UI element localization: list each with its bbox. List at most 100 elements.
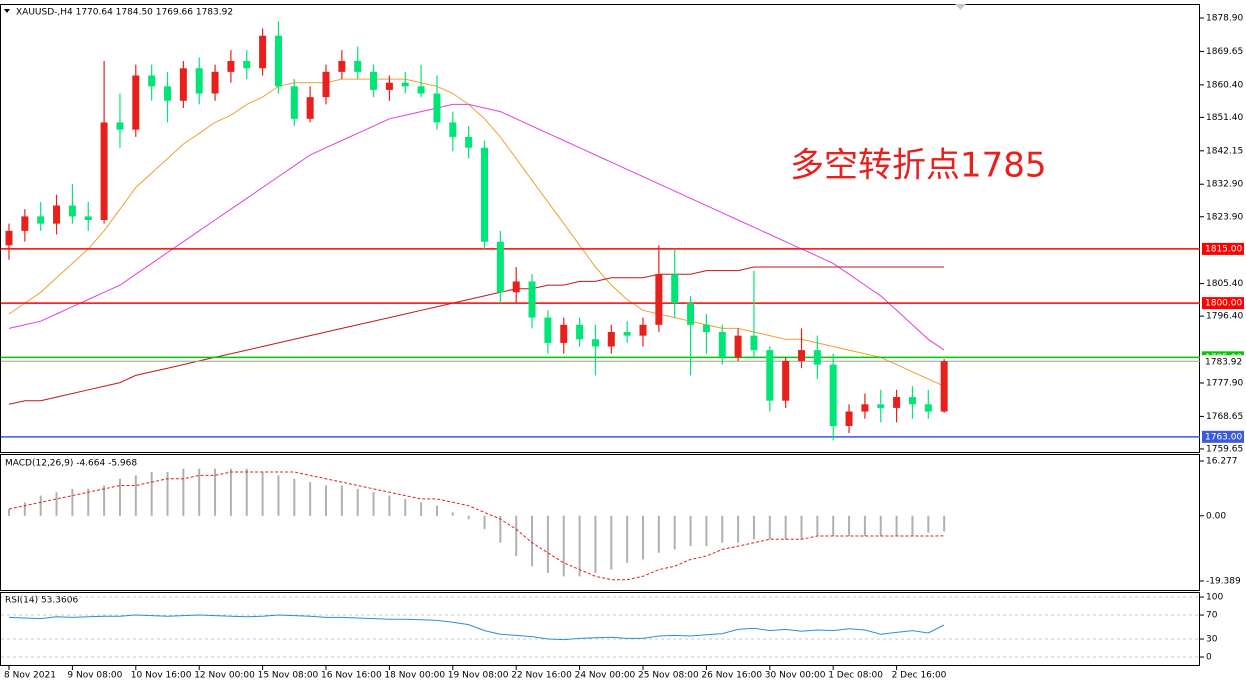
macd-bar — [467, 515, 470, 520]
macd-bar — [737, 515, 740, 543]
main-panel — [0, 4, 1200, 453]
y-tick-label: 1796.40 — [1206, 312, 1243, 322]
macd-signal — [8, 471, 945, 581]
rsi-line — [8, 614, 945, 641]
macd-bar — [451, 512, 454, 516]
moving-average — [8, 103, 945, 351]
candle-body — [179, 68, 187, 101]
x-tick-label: 18 Nov 00:00 — [384, 671, 445, 681]
candle-body — [433, 93, 441, 123]
candle-body — [274, 35, 282, 87]
candle-body — [766, 350, 774, 401]
macd-bar — [594, 515, 597, 573]
macd-bar — [499, 515, 502, 543]
candle-body — [148, 75, 156, 87]
moving-average — [8, 78, 945, 387]
candle-body — [259, 35, 267, 69]
candle-body — [861, 404, 869, 412]
candle-body — [227, 61, 235, 72]
candle-body — [591, 339, 599, 347]
candle-body — [512, 281, 520, 293]
macd-bar — [277, 475, 280, 516]
macd-bar — [150, 472, 153, 516]
macd-bar — [610, 515, 613, 570]
candle-body — [655, 274, 663, 325]
menu-arrow[interactable] — [4, 9, 10, 13]
macd-bar — [515, 515, 518, 557]
x-tick-label: 15 Nov 08:00 — [258, 671, 319, 681]
macd-bar — [848, 515, 851, 536]
candle-body — [893, 397, 901, 408]
candle-body — [354, 61, 362, 72]
candle-body — [243, 61, 251, 69]
macd-bar — [166, 472, 169, 516]
macd-bar — [435, 505, 438, 516]
macd-bar — [689, 515, 692, 547]
candle-body — [449, 122, 457, 137]
macd-bar — [863, 515, 866, 536]
candle-body — [702, 324, 710, 333]
macd-bar — [578, 515, 581, 577]
macd-bar — [626, 515, 629, 563]
y-tick-label: 1878.90 — [1206, 14, 1243, 24]
macd-bar — [404, 498, 407, 516]
annotation: 多空转折点1785 — [790, 146, 1047, 186]
y-tick-label: 16.277 — [1206, 456, 1238, 466]
macd-bar — [214, 468, 217, 516]
candle-body — [671, 274, 679, 304]
candle-body — [845, 411, 853, 426]
y-tick-label: 1869.65 — [1206, 47, 1243, 57]
y-tick-label: 30 — [1206, 635, 1218, 645]
x-tick-label: 26 Nov 16:00 — [701, 671, 762, 681]
macd-bar — [293, 478, 296, 516]
macd-bar — [483, 515, 486, 530]
macd-bar — [911, 515, 914, 536]
x-tick-label: 24 Nov 00:00 — [575, 671, 636, 681]
y-tick-label: 1860.40 — [1206, 80, 1243, 90]
macd-bar — [118, 478, 121, 516]
candle-body — [132, 75, 140, 130]
rsi-title: RSI(14) 53.3606 — [5, 596, 78, 606]
macd-bar — [879, 515, 882, 536]
candle-body — [195, 68, 203, 94]
macd-bar — [245, 468, 248, 516]
y-tick-label: 1851.40 — [1206, 113, 1243, 123]
candle-body — [877, 404, 885, 408]
macd-bar — [943, 515, 946, 532]
y-tick-label: 100 — [1206, 593, 1223, 603]
candle-body — [576, 324, 584, 340]
y-tick-label: 1777.90 — [1206, 378, 1243, 388]
macd-bar — [420, 502, 423, 516]
macd-bar — [388, 495, 391, 516]
candle-body — [940, 361, 948, 412]
candle-body — [164, 86, 171, 101]
candle-body — [924, 404, 932, 412]
macd-bar — [927, 515, 930, 533]
level-label: 1815.00 — [1205, 244, 1242, 254]
x-tick-label: 16 Nov 16:00 — [321, 671, 382, 681]
y-tick-label: 1823.90 — [1206, 212, 1243, 222]
candle-body — [544, 317, 552, 343]
candle-body — [481, 147, 488, 242]
macd-bar — [340, 485, 343, 516]
candle-body — [417, 86, 425, 94]
candle-body — [322, 71, 330, 98]
y-tick-label: -19.389 — [1206, 577, 1241, 587]
candle-body — [338, 61, 346, 72]
macd-bar — [657, 515, 660, 553]
current-label-bg — [1202, 355, 1244, 368]
candle-body — [84, 216, 92, 221]
candle-body — [829, 364, 837, 426]
candle-body — [782, 360, 790, 401]
level-label: 1800.00 — [1205, 299, 1242, 309]
y-tick-label: 0.00 — [1206, 511, 1226, 521]
macd-bar — [198, 468, 201, 516]
macd-bar — [39, 495, 42, 516]
macd-bar — [55, 492, 58, 516]
candle-body — [211, 71, 219, 94]
candle-body — [100, 122, 108, 221]
macd-bar — [705, 515, 708, 547]
macd-bar — [71, 488, 74, 516]
candle-body — [718, 332, 726, 358]
candle-body — [639, 324, 647, 336]
